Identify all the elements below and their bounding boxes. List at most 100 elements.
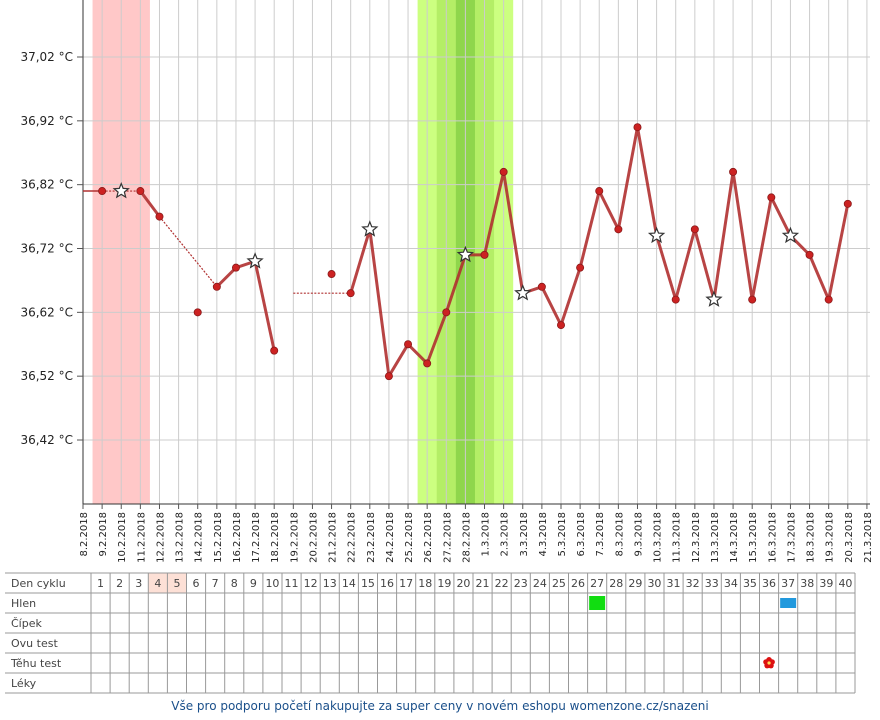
flower-center [767, 661, 771, 665]
x-tick-label: 8.2.2018 [79, 512, 90, 557]
table-row-label: Léky [11, 677, 37, 690]
temp-line-dotted [159, 216, 218, 288]
cycle-day-number: 34 [724, 577, 738, 590]
x-tick-label: 21.2.2018 [328, 512, 339, 563]
temp-line-solid [139, 190, 161, 218]
x-tick-label: 28.2.2018 [461, 512, 472, 563]
x-tick-label: 14.2.2018 [194, 512, 205, 563]
temp-point [557, 321, 566, 330]
cycle-day-number: 9 [250, 577, 257, 590]
temp-point [805, 250, 814, 259]
cycle-day-number: 32 [686, 577, 700, 590]
star-marker [361, 220, 379, 237]
temp-point [614, 225, 623, 234]
cycle-day-number: 5 [173, 577, 180, 590]
temp-point [690, 225, 699, 234]
y-tick-label: 36,42 °C [20, 433, 73, 447]
x-tick-label: 27.2.2018 [442, 512, 453, 563]
temp-point [327, 270, 336, 279]
x-tick-label: 19.2.2018 [289, 512, 300, 563]
x-tick-label: 15.3.2018 [748, 512, 759, 563]
temp-line-solid [215, 259, 276, 351]
temp-point [136, 187, 145, 196]
cycle-day-number: 27 [590, 577, 604, 590]
star-marker [246, 252, 264, 269]
cycle-day-number: 7 [212, 577, 219, 590]
temp-point [748, 295, 757, 304]
cycle-day-number: 4 [154, 577, 161, 590]
day-highlight [148, 573, 168, 593]
temp-point [499, 167, 508, 176]
x-tick-label: 10.2.2018 [117, 512, 128, 563]
chart-grid [82, 0, 870, 505]
cycle-day-number: 23 [514, 577, 528, 590]
cycle-day-number: 19 [437, 577, 451, 590]
cycle-day-number: 40 [838, 577, 852, 590]
x-tick-label: 15.2.2018 [213, 512, 224, 563]
y-tick-label: 36,82 °C [20, 178, 73, 192]
cycle-table-row-labels: Den cyklu Hlen Čípek Ovu test Těhu test Léky [10, 577, 66, 690]
x-axis-ticks: 8.2.2018 9.2.2018 10.2.2018 11.2.2018 12.2.2… [79, 504, 874, 563]
cycle-day-number: 30 [647, 577, 661, 590]
cycle-day-number: 17 [399, 577, 413, 590]
x-tick-label: 18.3.2018 [806, 512, 817, 563]
temp-point [576, 263, 585, 272]
table-row-label: Těhu test [10, 657, 62, 670]
x-tick-label: 12.2.2018 [155, 512, 166, 563]
day-highlight [167, 573, 187, 593]
x-tick-label: 16.2.2018 [232, 512, 243, 563]
x-tick-label: 17.2.2018 [251, 512, 262, 563]
temp-line-solid [349, 170, 525, 378]
x-tick-label: 10.3.2018 [653, 512, 664, 563]
star-marker [781, 226, 800, 244]
cycle-table-grid [5, 572, 856, 694]
x-tick-label: 12.3.2018 [691, 512, 702, 563]
cycle-day-number: 35 [743, 577, 757, 590]
star-marker [514, 284, 532, 301]
pregnancy-test-flower-icon [763, 657, 775, 669]
cycle-day-number: 11 [285, 577, 299, 590]
temp-point [843, 199, 852, 208]
y-tick-label: 37,02 °C [20, 50, 73, 64]
cycle-day-number: 38 [800, 577, 814, 590]
temp-point [671, 295, 680, 304]
x-tick-label: 24.2.2018 [385, 512, 396, 563]
x-tick-label: 8.3.2018 [614, 512, 625, 557]
x-tick-label: 16.3.2018 [767, 512, 778, 563]
x-tick-label: 19.3.2018 [825, 512, 836, 563]
x-tick-label: 2.3.2018 [500, 512, 511, 557]
cycle-day-number: 24 [533, 577, 547, 590]
temp-point [824, 295, 833, 304]
y-axis-ticks: 36,42 °C 36,52 °C 36,62 °C 36,72 °C 36,82 °C… [20, 50, 83, 447]
cycle-day-number: 8 [231, 577, 238, 590]
cycle-day-number: 3 [135, 577, 142, 590]
x-tick-label: 13.2.2018 [175, 512, 186, 563]
x-tick-label: 20.3.2018 [844, 512, 855, 563]
bbt-chart: 36,42 °C 36,52 °C 36,62 °C 36,72 °C 36,82 °C… [20, 0, 874, 563]
x-tick-label: 23.2.2018 [366, 512, 377, 563]
cycle-table-days: 1 2 3 4 5 6 7 8 9 10 11 12 13 14 15 16 17 18 19 20 21 22 23 24 2… [97, 577, 852, 590]
temp-point [404, 340, 413, 349]
promo-footer[interactable]: Vše pro podporu početí nakupujte za supe… [171, 699, 709, 713]
x-tick-label: 20.2.2018 [308, 512, 319, 563]
temp-point [480, 250, 489, 259]
cycle-day-number: 26 [571, 577, 585, 590]
x-tick-label: 1.3.2018 [481, 512, 492, 557]
x-tick-label: 14.3.2018 [729, 512, 740, 563]
temp-point [155, 212, 164, 221]
temp-point [384, 372, 393, 381]
star-marker [456, 245, 475, 263]
cycle-day-number: 29 [628, 577, 642, 590]
y-tick-label: 36,52 °C [20, 369, 73, 383]
table-row-label: Ovu test [11, 637, 58, 650]
cycle-day-number: 36 [762, 577, 776, 590]
x-tick-label: 22.2.2018 [347, 512, 358, 563]
cycle-day-number: 1 [97, 577, 104, 590]
star-marker [647, 226, 666, 244]
x-tick-label: 9.3.2018 [633, 512, 644, 557]
x-tick-label: 18.2.2018 [270, 512, 281, 563]
x-tick-label: 4.3.2018 [538, 512, 549, 557]
cycle-day-number: 37 [781, 577, 795, 590]
cycle-day-number: 20 [456, 577, 470, 590]
x-tick-label: 26.2.2018 [423, 512, 434, 563]
